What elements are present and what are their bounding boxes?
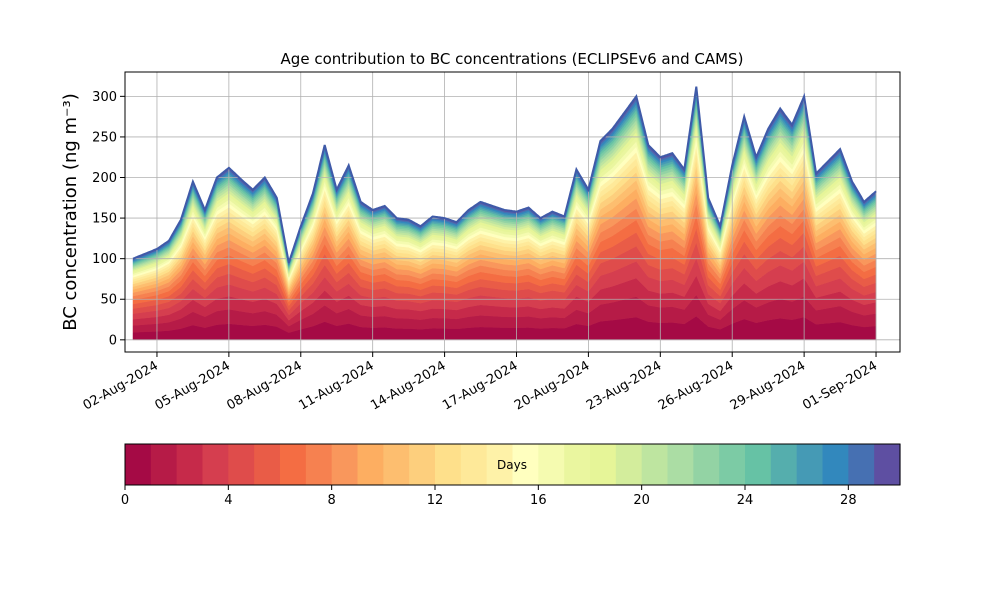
colorbar-tick-label: 0 bbox=[121, 493, 129, 508]
colorbar-cell bbox=[745, 444, 772, 485]
colorbar-cell bbox=[719, 444, 746, 485]
y-tick-label: 250 bbox=[92, 130, 117, 145]
colorbar-cell bbox=[383, 444, 410, 485]
colorbar-cell bbox=[770, 444, 798, 485]
y-tick-label: 200 bbox=[92, 171, 117, 186]
colorbar-cell bbox=[150, 444, 178, 485]
y-tick-label: 50 bbox=[100, 293, 117, 308]
x-axis: 02-Aug-202405-Aug-202408-Aug-202411-Aug-… bbox=[81, 352, 880, 414]
colorbar-cell bbox=[796, 444, 824, 485]
chart-title: Age contribution to BC concentrations (E… bbox=[281, 50, 744, 68]
colorbar: Days 0 4 8 12 16 20 24 28 bbox=[121, 443, 901, 508]
colorbar-cell bbox=[331, 444, 359, 485]
y-axis: 0 50 100 150 200 250 300 bbox=[92, 90, 125, 348]
colorbar-cell bbox=[280, 444, 307, 485]
colorbar-cell bbox=[693, 444, 720, 485]
colorbar-cell bbox=[435, 444, 462, 485]
colorbar-tick-label: 8 bbox=[328, 493, 336, 508]
colorbar-label: Days bbox=[497, 458, 527, 472]
x-tick-label: 23-Aug-2024 bbox=[584, 358, 664, 413]
y-tick-label: 150 bbox=[92, 212, 117, 227]
x-tick-label: 02-Aug-2024 bbox=[81, 358, 161, 413]
x-tick-label: 11-Aug-2024 bbox=[296, 358, 376, 413]
y-axis-label: BC concentration (ng m⁻³) bbox=[60, 93, 81, 331]
colorbar-cell bbox=[874, 444, 901, 485]
colorbar-cell bbox=[848, 444, 875, 485]
colorbar-tick-label: 12 bbox=[427, 493, 444, 508]
y-tick-label: 0 bbox=[109, 333, 117, 348]
x-tick-label: 08-Aug-2024 bbox=[224, 358, 304, 413]
x-tick-label: 20-Aug-2024 bbox=[512, 358, 592, 413]
colorbar-cell bbox=[125, 444, 152, 485]
colorbar-cell bbox=[615, 444, 643, 485]
y-tick-label: 300 bbox=[92, 90, 117, 105]
colorbar-tick-label: 24 bbox=[737, 493, 754, 508]
x-tick-label: 26-Aug-2024 bbox=[656, 358, 736, 413]
colorbar-tick-label: 28 bbox=[840, 493, 857, 508]
colorbar-cell bbox=[486, 444, 514, 485]
colorbar-ticks: 0 4 8 12 16 20 24 28 bbox=[121, 485, 857, 508]
colorbar-cell bbox=[512, 444, 539, 485]
colorbar-cell bbox=[409, 444, 436, 485]
colorbar-tick-label: 16 bbox=[530, 493, 547, 508]
y-tick-label: 100 bbox=[92, 252, 117, 267]
colorbar-frame bbox=[124, 443, 901, 486]
colorbar-cell bbox=[641, 444, 669, 485]
colorbar-cell bbox=[202, 444, 229, 485]
x-tick-label: 01-Sep-2024 bbox=[800, 358, 880, 413]
colorbar-cell bbox=[822, 444, 849, 485]
colorbar-cell bbox=[357, 444, 384, 485]
grid-lines bbox=[125, 72, 900, 352]
colorbar-cell bbox=[228, 444, 255, 485]
colorbar-cells bbox=[125, 444, 901, 485]
total-outline bbox=[132, 86, 877, 264]
x-tick-label: 17-Aug-2024 bbox=[440, 358, 520, 413]
x-tick-label: 05-Aug-2024 bbox=[153, 358, 233, 413]
age-layers bbox=[132, 86, 877, 341]
colorbar-cell bbox=[460, 444, 488, 485]
colorbar-cell bbox=[564, 444, 591, 485]
colorbar-tick-label: 20 bbox=[633, 493, 650, 508]
colorbar-cell bbox=[254, 444, 281, 485]
plot-frame bbox=[124, 71, 901, 353]
colorbar-cell bbox=[590, 444, 617, 485]
colorbar-cell bbox=[667, 444, 694, 485]
plot-area bbox=[124, 71, 901, 353]
colorbar-cell bbox=[176, 444, 204, 485]
x-tick-label: 14-Aug-2024 bbox=[368, 358, 448, 413]
colorbar-cell bbox=[305, 444, 333, 485]
colorbar-tick-label: 4 bbox=[224, 493, 232, 508]
colorbar-cell bbox=[538, 444, 565, 485]
x-tick-label: 29-Aug-2024 bbox=[728, 358, 808, 413]
